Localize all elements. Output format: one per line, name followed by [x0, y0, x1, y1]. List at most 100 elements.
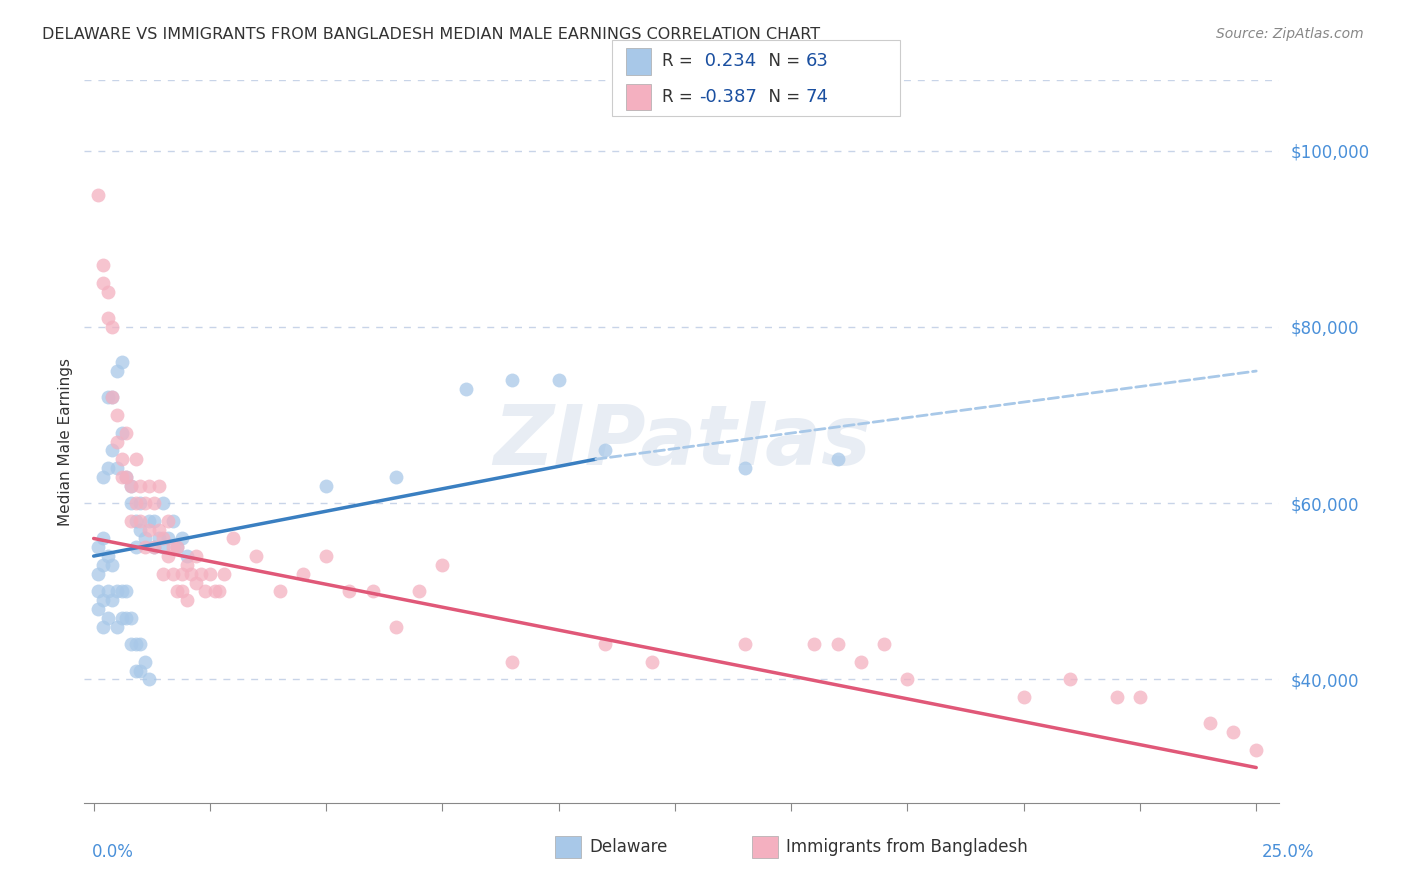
- Point: [91, 532, 114, 546]
- Text: 0.0%: 0.0%: [91, 843, 134, 861]
- Point: [152, 532, 174, 546]
- Point: [91, 593, 114, 607]
- Point: [184, 549, 207, 563]
- Point: [101, 320, 124, 334]
- Point: [143, 496, 166, 510]
- Point: [190, 566, 212, 581]
- Point: [339, 584, 361, 599]
- Point: [129, 478, 152, 492]
- Point: [501, 655, 523, 669]
- Point: [101, 558, 124, 572]
- Point: [110, 470, 132, 484]
- Point: [124, 664, 146, 678]
- Text: ZIPatlas: ZIPatlas: [494, 401, 870, 482]
- Point: [269, 584, 291, 599]
- Point: [166, 541, 188, 555]
- Point: [97, 611, 120, 625]
- Point: [315, 549, 337, 563]
- Text: 74: 74: [806, 88, 828, 106]
- Point: [120, 478, 142, 492]
- Point: [1198, 716, 1220, 731]
- Point: [162, 566, 184, 581]
- Point: [129, 664, 152, 678]
- Text: R =: R =: [662, 53, 699, 70]
- Point: [194, 584, 217, 599]
- Point: [87, 566, 110, 581]
- Point: [501, 373, 523, 387]
- Point: [124, 452, 146, 467]
- Point: [245, 549, 267, 563]
- Point: [105, 434, 128, 449]
- Point: [734, 461, 756, 475]
- Point: [827, 637, 849, 651]
- Point: [134, 532, 156, 546]
- Point: [361, 584, 384, 599]
- Point: [180, 566, 202, 581]
- Point: [143, 541, 166, 555]
- Point: [129, 496, 152, 510]
- Point: [129, 637, 152, 651]
- Point: [124, 541, 146, 555]
- Point: [593, 443, 616, 458]
- Point: [432, 558, 454, 572]
- Text: N =: N =: [758, 53, 806, 70]
- Point: [87, 584, 110, 599]
- Point: [849, 655, 872, 669]
- Point: [101, 391, 124, 405]
- Point: [152, 541, 174, 555]
- Point: [873, 637, 896, 651]
- Point: [212, 566, 235, 581]
- Point: [162, 514, 184, 528]
- Point: [1222, 725, 1244, 739]
- Point: [134, 655, 156, 669]
- Text: 63: 63: [806, 53, 828, 70]
- Point: [896, 673, 918, 687]
- Point: [87, 541, 110, 555]
- Point: [162, 541, 184, 555]
- Point: [547, 373, 569, 387]
- Point: [176, 558, 198, 572]
- Point: [87, 187, 110, 202]
- Point: [827, 452, 849, 467]
- Point: [1012, 690, 1035, 704]
- Point: [120, 514, 142, 528]
- Point: [115, 425, 138, 440]
- Point: [124, 637, 146, 651]
- Point: [134, 541, 156, 555]
- Point: [105, 584, 128, 599]
- Point: [101, 391, 124, 405]
- Point: [166, 541, 188, 555]
- Point: [120, 478, 142, 492]
- Text: Source: ZipAtlas.com: Source: ZipAtlas.com: [1216, 27, 1364, 41]
- Point: [385, 619, 408, 633]
- Text: Delaware: Delaware: [589, 838, 668, 856]
- Text: -0.387: -0.387: [699, 88, 756, 106]
- Point: [170, 532, 193, 546]
- Point: [97, 584, 120, 599]
- Point: [593, 637, 616, 651]
- Point: [120, 637, 142, 651]
- Point: [87, 602, 110, 616]
- Point: [134, 496, 156, 510]
- Point: [110, 611, 132, 625]
- Point: [1105, 690, 1128, 704]
- Point: [148, 532, 170, 546]
- Point: [1129, 690, 1152, 704]
- Point: [170, 566, 193, 581]
- Point: [138, 523, 160, 537]
- Point: [148, 478, 170, 492]
- Point: [120, 496, 142, 510]
- Point: [170, 584, 193, 599]
- Point: [176, 593, 198, 607]
- Point: [143, 514, 166, 528]
- Point: [115, 470, 138, 484]
- Point: [734, 637, 756, 651]
- Point: [105, 461, 128, 475]
- Point: [105, 364, 128, 378]
- Point: [157, 514, 180, 528]
- Point: [315, 478, 337, 492]
- Point: [803, 637, 825, 651]
- Point: [120, 611, 142, 625]
- Point: [1244, 743, 1267, 757]
- Point: [408, 584, 430, 599]
